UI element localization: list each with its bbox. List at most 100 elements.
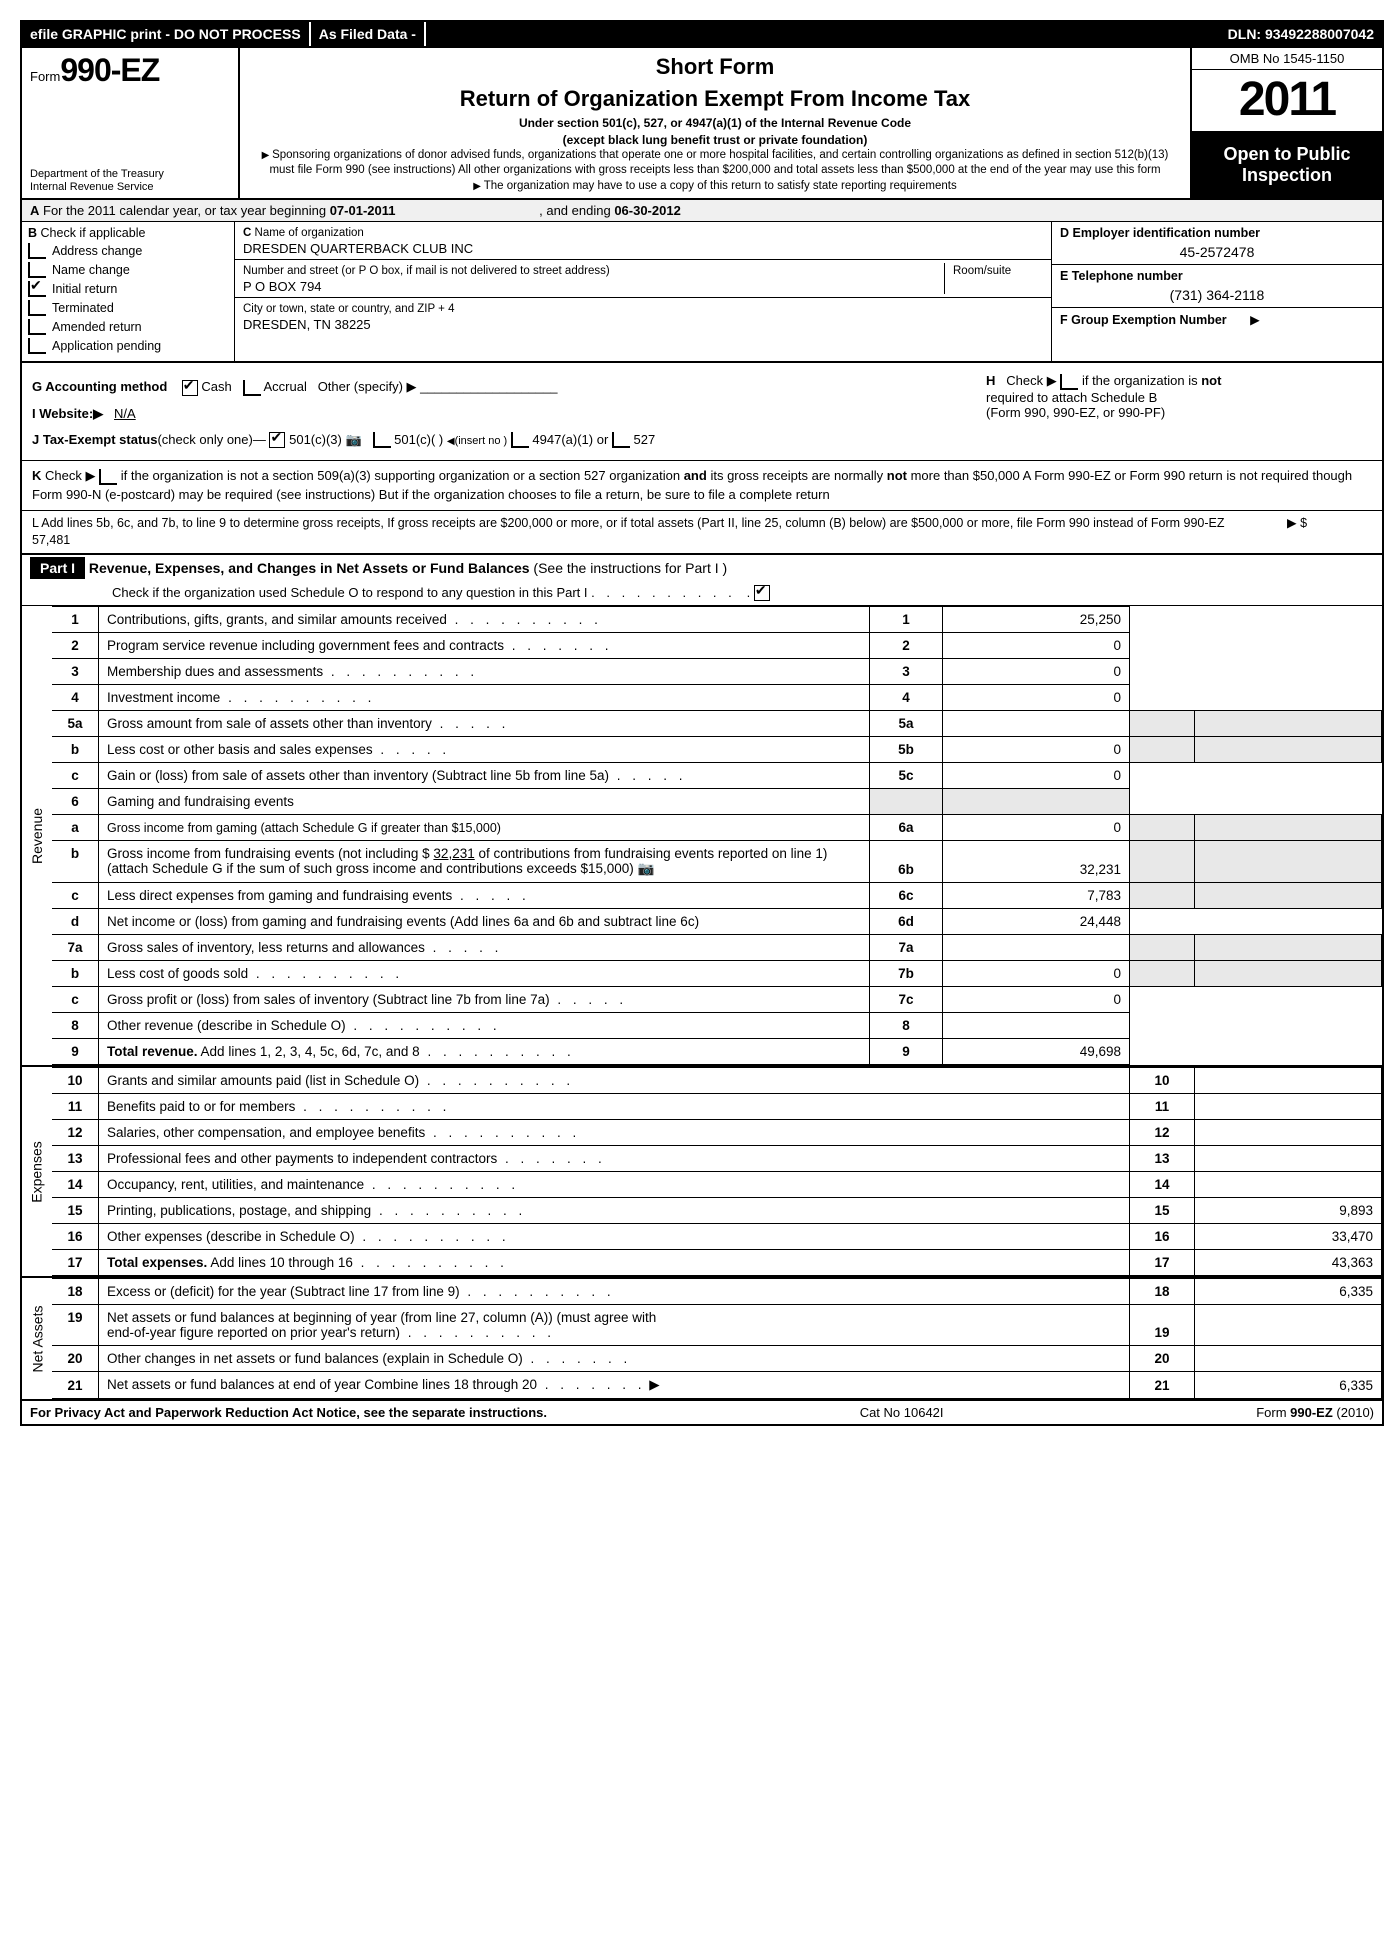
j-4947: 4947(a)(1) or [532, 432, 608, 447]
line-11: 11Benefits paid to or for members11 [52, 1094, 1382, 1120]
department-block: Department of the Treasury Internal Reve… [30, 168, 230, 194]
revenue-table: 1Contributions, gifts, grants, and simil… [52, 606, 1382, 1065]
col-b-checkboxes: B Check if applicable Address change Nam… [22, 222, 235, 361]
k-text3: its gross receipts are normally [710, 468, 883, 483]
cb-4947[interactable] [511, 432, 529, 448]
j-sub: (check only one)— [157, 432, 265, 447]
open-public-2: Inspection [1196, 165, 1378, 186]
i-label: I Website:▶ [32, 406, 103, 421]
header-row: Form990-EZ Department of the Treasury In… [22, 48, 1382, 200]
h-text2: if the organization is [1082, 373, 1198, 388]
k-text: Check ▶ [45, 468, 95, 483]
h-not: not [1201, 373, 1221, 388]
cb-label-initial: Initial return [52, 282, 117, 296]
expenses-table: 10Grants and similar amounts paid (list … [52, 1067, 1382, 1276]
line-5c: cGain or (loss) from sale of assets othe… [52, 763, 1382, 789]
tax-year-end: 06-30-2012 [614, 203, 681, 218]
line-6d: dNet income or (loss) from gaming and fu… [52, 909, 1382, 935]
part-i-header: Part I Revenue, Expenses, and Changes in… [22, 555, 1382, 607]
title-box: Short Form Return of Organization Exempt… [240, 48, 1190, 198]
section-ghij: H Check ▶ if the organization is not req… [22, 363, 1382, 461]
line-1: 1Contributions, gifts, grants, and simil… [52, 607, 1382, 633]
l6b-amt: 32,231 [433, 846, 474, 861]
cb-schedule-o[interactable] [754, 585, 770, 601]
section-k: K Check ▶ if the organization is not a s… [22, 461, 1382, 510]
line-12: 12Salaries, other compensation, and empl… [52, 1120, 1382, 1146]
line-3: 3Membership dues and assessments30 [52, 659, 1382, 685]
form-prefix: Form [30, 69, 60, 84]
cb-amended[interactable] [28, 319, 46, 335]
h-text4: (Form 990, 990-EZ, or 990-PF) [986, 405, 1165, 420]
j-insert-no: (insert no ) [455, 435, 508, 447]
line-20: 20Other changes in net assets or fund ba… [52, 1346, 1382, 1372]
header-note-2: The organization may have to use a copy … [252, 179, 1178, 195]
l-gross-receipts: 57,481 [32, 533, 70, 547]
cb-terminated[interactable] [28, 300, 46, 316]
h-text1: Check ▶ [1006, 373, 1056, 388]
g-label: G Accounting method [32, 379, 167, 394]
cb-527[interactable] [612, 432, 630, 448]
g-cash: Cash [201, 379, 231, 394]
subtitle-2: (except black lung benefit trust or priv… [252, 132, 1178, 148]
cb-501c3[interactable] [269, 432, 285, 448]
dept-treasury: Department of the Treasury [30, 168, 230, 181]
cb-name-change[interactable] [28, 262, 46, 278]
cb-accrual[interactable] [243, 380, 261, 396]
short-form-label: Short Form [252, 52, 1178, 82]
city-label: City or town, state or country, and ZIP … [243, 303, 454, 315]
cb-address-change[interactable] [28, 243, 46, 259]
open-public-1: Open to Public [1196, 144, 1378, 165]
line-21: 21Net assets or fund balances at end of … [52, 1372, 1382, 1399]
k-text2: if the organization is not a section 509… [121, 468, 680, 483]
revenue-section: Revenue 1Contributions, gifts, grants, a… [22, 606, 1382, 1067]
website-value: N/A [114, 406, 136, 421]
cb-initial-return[interactable] [28, 281, 46, 297]
cb-label-amended: Amended return [52, 320, 142, 334]
cb-501c[interactable] [373, 432, 391, 448]
col-c-org-info: C Name of organization DRESDEN QUARTERBA… [235, 222, 1052, 361]
line-14: 14Occupancy, rent, utilities, and mainte… [52, 1172, 1382, 1198]
cb-h-not-required[interactable] [1060, 374, 1078, 390]
dln-label: DLN: [1228, 26, 1261, 42]
col-c-label: C [243, 227, 251, 239]
expenses-section: Expenses 10Grants and similar amounts pa… [22, 1067, 1382, 1278]
g-accrual: Accrual [263, 379, 306, 394]
j-527: 527 [634, 432, 656, 447]
line-j: J Tax-Exempt status(check only one)— 501… [32, 432, 1372, 449]
line-15: 15Printing, publications, postage, and s… [52, 1198, 1382, 1224]
l-text: L Add lines 5b, 6c, and 7b, to line 9 to… [32, 516, 1225, 530]
line-6c: cLess direct expenses from gaming and fu… [52, 883, 1382, 909]
cb-k[interactable] [99, 469, 117, 485]
line-7c: cGross profit or (loss) from sales of in… [52, 987, 1382, 1013]
subtitle-1: Under section 501(c), 527, or 4947(a)(1)… [252, 115, 1178, 131]
line-7a: 7aGross sales of inventory, less returns… [52, 935, 1382, 961]
cb-cash[interactable] [182, 380, 198, 396]
org-name-label: Name of organization [255, 227, 364, 239]
efile-label: efile GRAPHIC print - DO NOT PROCESS [22, 22, 311, 46]
group-exemption-arrow: ▶ [1250, 313, 1260, 327]
section-l: L Add lines 5b, 6c, and 7b, to line 9 to… [22, 511, 1382, 555]
line-6a: aGross income from gaming (attach Schedu… [52, 815, 1382, 841]
row-a-label: A [30, 203, 39, 218]
dept-irs: Internal Revenue Service [30, 181, 230, 194]
tax-year: 2011 [1192, 70, 1382, 132]
room-label: Room/suite [953, 265, 1011, 277]
side-label-netassets: Net Assets [22, 1278, 52, 1399]
line-8: 8Other revenue (describe in Schedule O)8 [52, 1013, 1382, 1039]
ein-label: D Employer identification number [1060, 226, 1260, 240]
form-number: Form990-EZ [30, 52, 230, 89]
line-13: 13Professional fees and other payments t… [52, 1146, 1382, 1172]
part-i-title: Revenue, Expenses, and Changes in Net As… [89, 560, 530, 576]
cb-label-terminated: Terminated [52, 301, 114, 315]
dln-value: 93492288007042 [1265, 26, 1374, 42]
part-i-check-line: Check if the organization used Schedule … [22, 581, 1382, 606]
line-5b: bLess cost or other basis and sales expe… [52, 737, 1382, 763]
cb-label-address: Address change [52, 244, 142, 258]
header-note-1: Sponsoring organizations of donor advise… [252, 148, 1178, 179]
cb-pending[interactable] [28, 338, 46, 354]
ein-value: 45-2572478 [1060, 244, 1374, 260]
part-i-check-text: Check if the organization used Schedule … [112, 585, 588, 600]
line-7b: bLess cost of goods sold7b0 [52, 961, 1382, 987]
street-value: P O BOX 794 [243, 279, 936, 294]
footer-privacy: For Privacy Act and Paperwork Reduction … [30, 1405, 547, 1420]
